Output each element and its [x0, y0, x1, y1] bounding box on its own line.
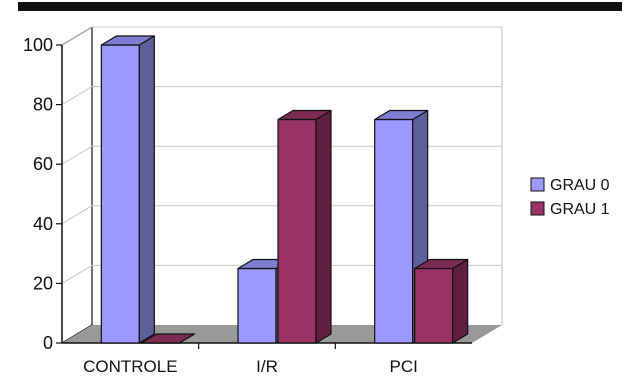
y-tick-labels: 0 20 40 60 80 100	[23, 35, 53, 353]
bar-top	[140, 333, 195, 344]
bar-top	[374, 109, 429, 121]
bar-front	[414, 267, 454, 344]
bar-top	[100, 35, 155, 46]
category-labels: CONTROLE I/R PCI	[83, 357, 418, 376]
legend: GRAU 0 GRAU 1	[530, 177, 610, 218]
bar-side	[315, 109, 332, 344]
bar-top	[277, 109, 332, 121]
bar-top	[414, 258, 469, 270]
y-tick-label: 80	[33, 95, 53, 115]
bar	[277, 109, 332, 344]
bar-side	[452, 258, 469, 344]
bar	[414, 258, 469, 344]
legend-label: GRAU 1	[550, 201, 610, 218]
category-label: I/R	[256, 357, 278, 376]
gridline	[61, 145, 502, 165]
side-wall	[61, 26, 93, 344]
top-rule	[18, 2, 622, 11]
bar-front	[277, 118, 317, 344]
gridline	[61, 86, 502, 106]
category-label: PCI	[389, 357, 417, 376]
y-tick-label: 40	[33, 214, 53, 234]
bar-front	[237, 267, 277, 344]
bar	[140, 333, 195, 344]
bar-front	[374, 118, 414, 344]
legend-swatch	[530, 177, 545, 192]
bar-front	[100, 44, 140, 344]
bar-side	[138, 35, 155, 344]
legend-label: GRAU 0	[550, 177, 610, 194]
gridline	[61, 264, 502, 284]
y-tick-label: 0	[43, 333, 53, 353]
gridline	[61, 26, 502, 46]
bar	[100, 35, 155, 344]
legend-swatch	[530, 201, 545, 216]
y-tick-label: 60	[33, 154, 53, 174]
gridline	[61, 205, 502, 225]
y-tick-label: 100	[23, 35, 53, 55]
bars	[100, 35, 469, 344]
category-label: CONTROLE	[83, 357, 177, 376]
gridlines	[56, 26, 502, 344]
y-tick-label: 20	[33, 273, 53, 293]
